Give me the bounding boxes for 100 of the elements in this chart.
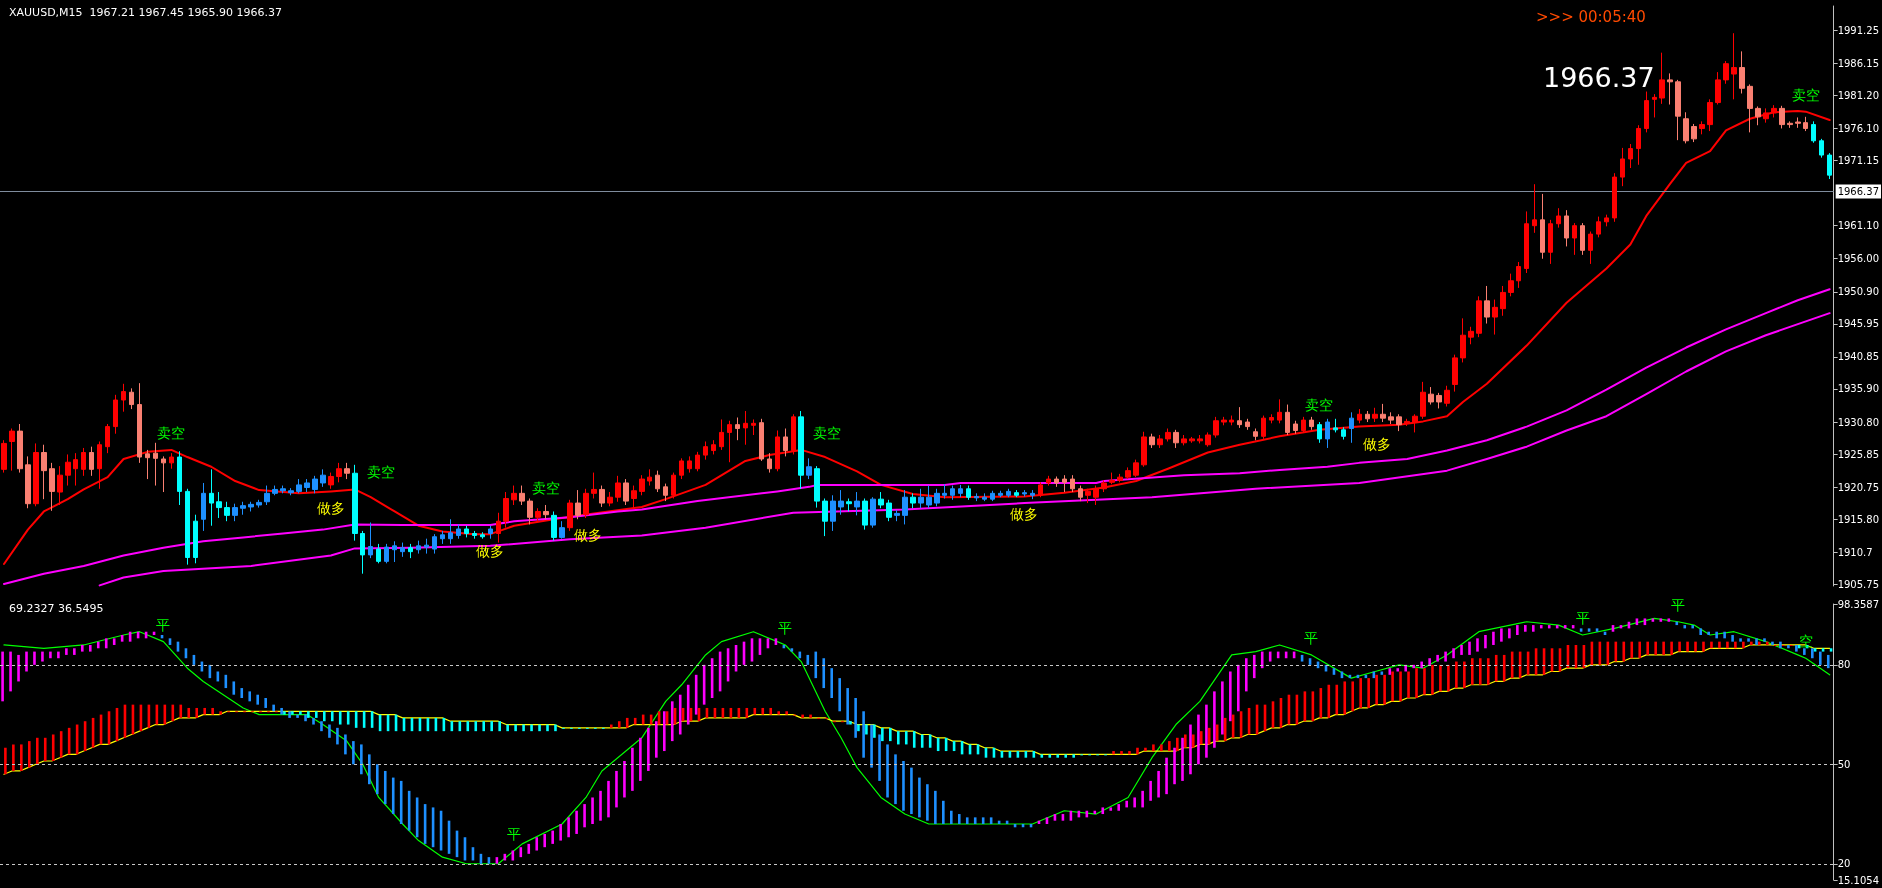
bar [1662,641,1665,655]
bar [1654,641,1657,655]
candlestick [480,531,485,540]
bar [272,704,275,712]
chart-title: XAUUSD,M15 1967.21 1967.45 1965.90 1966.37 [9,6,283,19]
bar [514,724,517,732]
candlestick [193,514,198,564]
candlestick [1380,403,1386,423]
bar [965,817,969,824]
candlestick [1484,285,1490,325]
candlestick [1644,91,1649,133]
candlestick [1205,431,1211,448]
candlestick [328,472,334,490]
candlestick [1803,116,1808,132]
data-label: 卖空 [366,464,395,481]
bar [1428,658,1431,665]
y-tick-label: 1981.20 [1837,89,1880,101]
candlestick [1141,431,1147,468]
bar [1367,678,1370,708]
bar [910,767,913,815]
bar [49,651,52,659]
candlestick [1404,418,1410,427]
bar [1731,635,1734,642]
bar [304,714,307,722]
bar [328,724,331,738]
bar [896,731,900,745]
bar [1040,754,1044,758]
data-label: 平 [507,825,522,842]
candlestick [926,485,932,509]
bar [1694,641,1697,652]
candlestick [1468,326,1474,345]
candlestick [1197,434,1203,444]
bar [822,658,826,689]
candlestick [854,491,860,516]
candlestick [711,439,716,455]
bar [1826,654,1830,669]
bar [307,711,310,718]
bar [28,741,31,768]
candlestick [846,498,852,512]
bar [631,747,634,791]
bar [1675,621,1679,626]
line-series [2,109,1831,565]
candlestick [806,457,812,480]
candlestick [185,488,190,566]
bar [25,651,28,672]
bar [1213,691,1216,748]
candlestick [1452,354,1458,393]
bar [1471,658,1474,685]
bar [283,711,286,715]
bar [1184,734,1187,748]
bar [312,717,315,725]
bar [857,724,860,732]
candlestick [503,491,509,529]
bar [33,651,36,665]
candlestick [280,485,286,494]
bar [490,721,493,732]
bar [886,744,889,798]
bar [466,721,470,732]
bar [633,717,637,725]
candlestick [240,501,246,516]
bar [1622,641,1626,662]
candlestick [57,465,63,506]
candlestick [1500,285,1506,317]
candlestick [1588,231,1593,265]
candlestick [416,540,421,555]
candlestick [376,543,381,564]
bar [1144,747,1147,752]
candlestick [408,543,413,559]
annotation: >>> 00:05:40 [1536,7,1646,26]
bar [609,724,613,728]
candlestick [591,472,597,500]
candlestick [1173,429,1179,449]
y-tick-label: 1915.80 [1837,513,1880,525]
candlestick [1253,428,1258,441]
bar [1117,804,1121,811]
bar [535,837,539,851]
candlestick [1349,411,1354,444]
bar [889,727,892,742]
candlestick [1046,475,1051,487]
candlestick [1604,214,1609,227]
bar [1455,661,1458,689]
candlestick [1388,411,1394,425]
candlestick [1787,120,1793,129]
candlestick [121,383,126,413]
bar [902,761,905,811]
bar [1136,747,1139,755]
bar [522,724,525,732]
candlestick [33,442,39,507]
bar [894,754,897,805]
bar [482,721,486,732]
bar [203,707,206,715]
bar [753,707,757,715]
bar [575,810,578,834]
candlestick [1652,93,1657,118]
data-label: 平 [1575,610,1590,627]
bar [1742,641,1745,649]
candlestick [1221,416,1227,426]
candlestick [296,478,302,494]
candlestick [1755,105,1761,126]
bar [769,707,773,715]
